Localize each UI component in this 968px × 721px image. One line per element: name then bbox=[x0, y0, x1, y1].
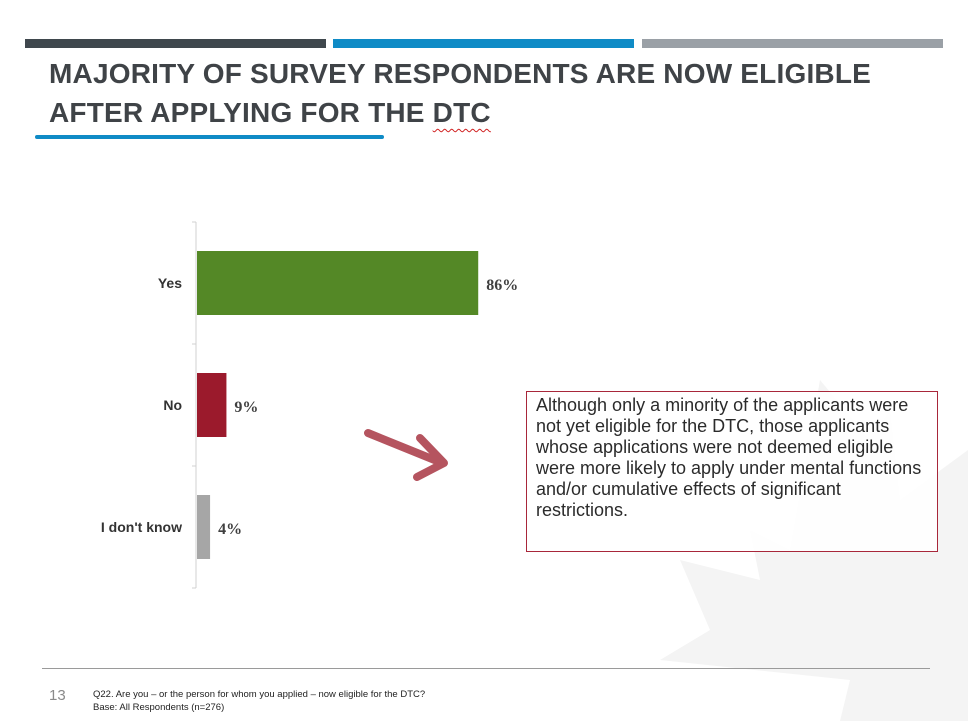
top-bar-gray bbox=[642, 39, 943, 48]
bar-2 bbox=[197, 495, 211, 559]
arrow-right-icon bbox=[364, 429, 448, 481]
footnote-question: Q22. Are you – or the person for whom yo… bbox=[93, 689, 426, 700]
bar-1 bbox=[197, 373, 227, 437]
category-label-0: Yes bbox=[158, 275, 182, 291]
bar-0 bbox=[197, 251, 479, 315]
callout-box: Although only a minority of the applican… bbox=[526, 391, 938, 552]
category-label-1: No bbox=[163, 397, 182, 413]
footnote-base: Base: All Respondents (n=276) bbox=[93, 702, 225, 713]
title-line-1: MAJORITY OF SURVEY RESPONDENTS ARE NOW E… bbox=[49, 58, 872, 89]
top-bar-blue bbox=[333, 39, 634, 48]
title-line-2: AFTER APPLYING FOR THE DTC bbox=[49, 93, 929, 132]
footnote: Q22. Are you – or the person for whom yo… bbox=[93, 688, 425, 714]
title-line-2-text: AFTER APPLYING FOR THE bbox=[49, 97, 433, 128]
callout-text: Although only a minority of the applican… bbox=[536, 395, 922, 520]
page-number: 13 bbox=[49, 687, 66, 704]
title-dtc-word: DTC bbox=[432, 97, 491, 128]
title-underline bbox=[35, 135, 384, 139]
arrow-head bbox=[413, 434, 448, 481]
data-label-1: 9% bbox=[234, 399, 258, 416]
data-label-2: 4% bbox=[218, 521, 242, 538]
data-label-0: 86% bbox=[486, 277, 518, 294]
arrow-shaft bbox=[364, 429, 446, 467]
category-label-2: I don't know bbox=[101, 519, 182, 535]
top-bar-dark bbox=[25, 39, 326, 48]
footer-divider bbox=[42, 668, 930, 669]
slide-title: MAJORITY OF SURVEY RESPONDENTS ARE NOW E… bbox=[49, 54, 929, 132]
